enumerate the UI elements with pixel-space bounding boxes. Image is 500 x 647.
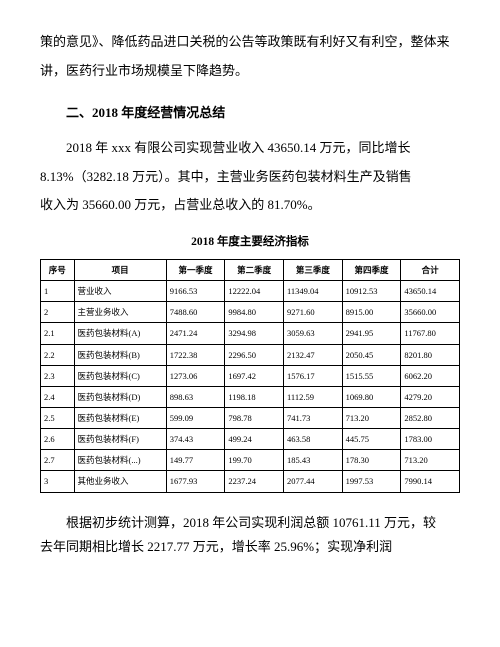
table-cell: 2852.80	[401, 407, 460, 428]
table-cell: 8201.80	[401, 344, 460, 365]
th-total: 合计	[401, 259, 460, 280]
table-cell: 7488.60	[166, 302, 225, 323]
section-2-heading: 二、2018 年度经营情况总结	[40, 101, 460, 126]
table-cell: 2941.95	[342, 323, 401, 344]
table-cell: 医药包装材料(A)	[74, 323, 166, 344]
table-cell: 10912.53	[342, 281, 401, 302]
table-cell: 1677.93	[166, 471, 225, 492]
table-cell: 2.5	[41, 407, 75, 428]
table-cell: 2077.44	[284, 471, 343, 492]
economic-indicators-table: 序号 项目 第一季度 第二季度 第三季度 第四季度 合计 1营业收入9166.5…	[40, 259, 460, 493]
table-cell: 713.20	[342, 407, 401, 428]
table-cell: 2132.47	[284, 344, 343, 365]
table-cell: 374.43	[166, 429, 225, 450]
table-cell: 898.63	[166, 386, 225, 407]
table-cell: 185.43	[284, 450, 343, 471]
th-item: 项目	[74, 259, 166, 280]
th-q3: 第三季度	[284, 259, 343, 280]
table-cell: 11349.04	[284, 281, 343, 302]
table-cell: 医药包装材料(C)	[74, 365, 166, 386]
table-cell: 2.7	[41, 450, 75, 471]
table-cell: 2296.50	[225, 344, 284, 365]
table-cell: 9984.80	[225, 302, 284, 323]
bottom-l2: 去年同期相比增长 2217.77 万元，增长率 25.96%；实现净利润	[40, 535, 460, 560]
table-cell: 798.78	[225, 407, 284, 428]
table-cell: 1515.55	[342, 365, 401, 386]
table-cell: 医药包装材料(D)	[74, 386, 166, 407]
table-row: 2.7医药包装材料(...)149.77199.70185.43178.3071…	[41, 450, 460, 471]
table-cell: 445.75	[342, 429, 401, 450]
table-cell: 1112.59	[284, 386, 343, 407]
table-cell: 主营业务收入	[74, 302, 166, 323]
table-cell: 4279.20	[401, 386, 460, 407]
table-cell: 11767.80	[401, 323, 460, 344]
table-cell: 35660.00	[401, 302, 460, 323]
table-cell: 1722.38	[166, 344, 225, 365]
table-cell: 医药包装材料(E)	[74, 407, 166, 428]
th-seq: 序号	[41, 259, 75, 280]
table-cell: 1273.06	[166, 365, 225, 386]
table-cell: 3059.63	[284, 323, 343, 344]
table-cell: 1697.42	[225, 365, 284, 386]
table-cell: 149.77	[166, 450, 225, 471]
table-cell: 43650.14	[401, 281, 460, 302]
table-cell: 1198.18	[225, 386, 284, 407]
table-cell: 1783.00	[401, 429, 460, 450]
table-cell: 9271.60	[284, 302, 343, 323]
table-cell: 其他业务收入	[74, 471, 166, 492]
section-2-p1-l1: 2018 年 xxx 有限公司实现营业收入 43650.14 万元，同比增长	[40, 136, 460, 161]
table-cell: 599.09	[166, 407, 225, 428]
table-cell: 2	[41, 302, 75, 323]
th-q1: 第一季度	[166, 259, 225, 280]
table-cell: 1069.80	[342, 386, 401, 407]
table-cell: 2050.45	[342, 344, 401, 365]
table-title: 2018 年度主要经济指标	[40, 232, 460, 254]
table-cell: 2.6	[41, 429, 75, 450]
section-2-p1-l3: 收入为 35660.00 万元，占营业总收入的 81.70%。	[40, 193, 460, 218]
table-cell: 741.73	[284, 407, 343, 428]
section-2-p1-l2: 8.13%（3282.18 万元）。其中，主营业务医药包装材料生产及销售	[40, 165, 460, 190]
table-cell: 2237.24	[225, 471, 284, 492]
table-cell: 178.30	[342, 450, 401, 471]
table-cell: 8915.00	[342, 302, 401, 323]
table-row: 2.6医药包装材料(F)374.43499.24463.58445.751783…	[41, 429, 460, 450]
table-cell: 3	[41, 471, 75, 492]
intro-line-1: 策的意见》、降低药品进口关税的公告等政策既有利好又有利空，整体来	[40, 30, 460, 55]
table-row: 3其他业务收入1677.932237.242077.441997.537990.…	[41, 471, 460, 492]
table-cell: 2.4	[41, 386, 75, 407]
table-cell: 1	[41, 281, 75, 302]
table-cell: 2.3	[41, 365, 75, 386]
table-cell: 医药包装材料(B)	[74, 344, 166, 365]
table-header-row: 序号 项目 第一季度 第二季度 第三季度 第四季度 合计	[41, 259, 460, 280]
table-cell: 2.1	[41, 323, 75, 344]
table-cell: 199.70	[225, 450, 284, 471]
intro-line-2: 讲，医药行业市场规模呈下降趋势。	[40, 59, 460, 84]
table-row: 2.3医药包装材料(C)1273.061697.421576.171515.55…	[41, 365, 460, 386]
table-row: 2.1医药包装材料(A)2471.243294.983059.632941.95…	[41, 323, 460, 344]
table-cell: 2.2	[41, 344, 75, 365]
table-cell: 2471.24	[166, 323, 225, 344]
table-row: 2.2医药包装材料(B)1722.382296.502132.472050.45…	[41, 344, 460, 365]
bottom-l1: 根据初步统计测算，2018 年公司实现利润总额 10761.11 万元，较	[40, 511, 460, 536]
table-row: 2.5医药包装材料(E)599.09798.78741.73713.202852…	[41, 407, 460, 428]
table-cell: 12222.04	[225, 281, 284, 302]
table-row: 2.4医药包装材料(D)898.631198.181112.591069.804…	[41, 386, 460, 407]
th-q4: 第四季度	[342, 259, 401, 280]
table-cell: 医药包装材料(F)	[74, 429, 166, 450]
table-cell: 1997.53	[342, 471, 401, 492]
table-cell: 6062.20	[401, 365, 460, 386]
table-cell: 9166.53	[166, 281, 225, 302]
table-cell: 499.24	[225, 429, 284, 450]
table-row: 1营业收入9166.5312222.0411349.0410912.534365…	[41, 281, 460, 302]
table-cell: 463.58	[284, 429, 343, 450]
table-row: 2主营业务收入7488.609984.809271.608915.0035660…	[41, 302, 460, 323]
table-cell: 7990.14	[401, 471, 460, 492]
table-cell: 1576.17	[284, 365, 343, 386]
table-cell: 营业收入	[74, 281, 166, 302]
table-cell: 医药包装材料(...)	[74, 450, 166, 471]
th-q2: 第二季度	[225, 259, 284, 280]
table-cell: 3294.98	[225, 323, 284, 344]
table-cell: 713.20	[401, 450, 460, 471]
